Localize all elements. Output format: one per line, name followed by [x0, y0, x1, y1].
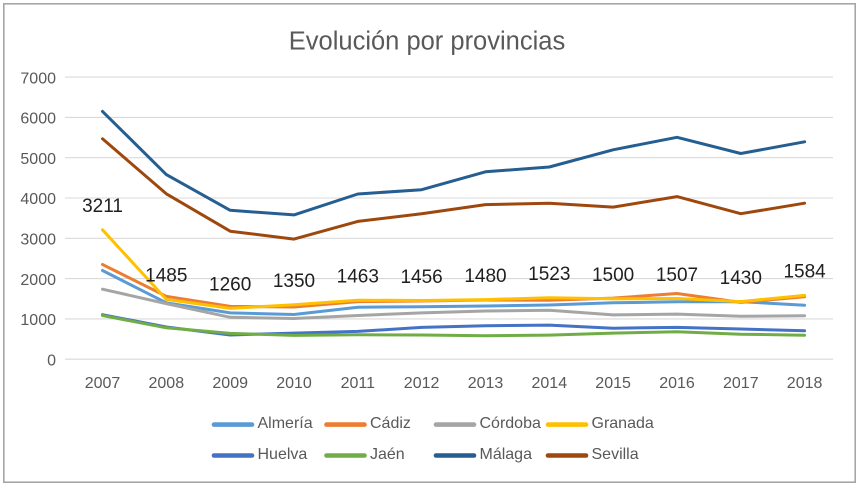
- svg-text:3000: 3000: [20, 232, 56, 249]
- svg-text:Huelva: Huelva: [258, 446, 308, 463]
- svg-text:2014: 2014: [532, 375, 568, 392]
- svg-text:2015: 2015: [595, 375, 631, 392]
- svg-text:Cádiz: Cádiz: [370, 415, 411, 432]
- svg-text:Jaén: Jaén: [370, 446, 405, 463]
- svg-text:Sevilla: Sevilla: [592, 446, 639, 463]
- svg-text:1456: 1456: [400, 267, 442, 288]
- svg-text:1480: 1480: [464, 266, 506, 287]
- svg-text:0: 0: [47, 352, 56, 369]
- svg-text:Córdoba: Córdoba: [480, 415, 541, 432]
- svg-text:2008: 2008: [149, 375, 185, 392]
- svg-text:Almería: Almería: [258, 415, 313, 432]
- svg-text:5000: 5000: [20, 151, 56, 168]
- svg-text:2016: 2016: [659, 375, 695, 392]
- svg-text:Málaga: Málaga: [480, 446, 533, 463]
- svg-text:2009: 2009: [212, 375, 248, 392]
- svg-text:1000: 1000: [20, 312, 56, 329]
- svg-text:1350: 1350: [273, 271, 315, 292]
- svg-text:Granada: Granada: [592, 415, 654, 432]
- svg-text:2012: 2012: [404, 375, 440, 392]
- svg-text:2010: 2010: [276, 375, 312, 392]
- svg-text:Evolución por provincias: Evolución por provincias: [289, 27, 565, 55]
- svg-text:1584: 1584: [783, 262, 826, 283]
- svg-text:2011: 2011: [341, 375, 376, 392]
- svg-text:1463: 1463: [337, 267, 379, 288]
- svg-text:1500: 1500: [592, 265, 634, 286]
- svg-text:1523: 1523: [528, 264, 570, 285]
- svg-text:4000: 4000: [20, 191, 56, 208]
- svg-text:1430: 1430: [720, 268, 762, 289]
- svg-text:2013: 2013: [468, 375, 504, 392]
- svg-text:3211: 3211: [82, 196, 123, 217]
- svg-text:1507: 1507: [656, 265, 698, 286]
- svg-text:2000: 2000: [20, 272, 56, 289]
- svg-text:2007: 2007: [85, 375, 121, 392]
- svg-text:1485: 1485: [145, 266, 187, 287]
- svg-text:6000: 6000: [20, 111, 56, 128]
- svg-text:2018: 2018: [787, 375, 823, 392]
- svg-text:1260: 1260: [209, 275, 251, 296]
- svg-text:2017: 2017: [723, 375, 759, 392]
- svg-text:7000: 7000: [20, 70, 56, 87]
